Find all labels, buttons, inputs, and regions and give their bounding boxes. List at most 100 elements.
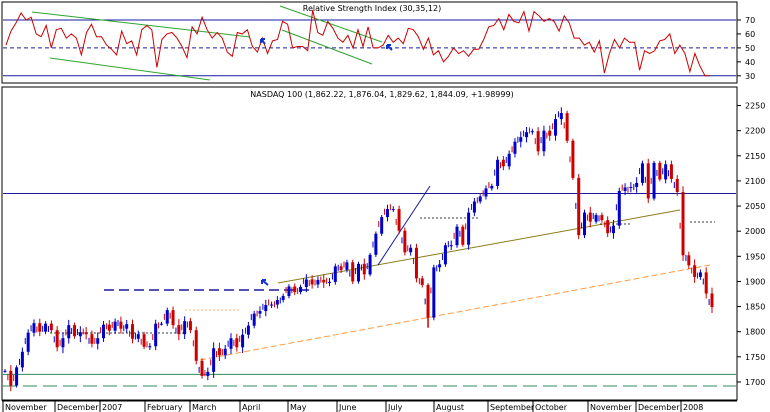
candle-body [600, 215, 604, 221]
candle-body [142, 334, 146, 347]
candle-body [316, 279, 320, 285]
rsi-ytick-label: 40 [745, 58, 755, 67]
candle-body [380, 217, 384, 234]
x-tick-label: November [5, 403, 47, 412]
price-ytick-label: 2200 [745, 127, 765, 136]
candle-body [229, 338, 233, 349]
candle-body [449, 245, 453, 247]
candle-body [687, 255, 691, 266]
candle-body [15, 367, 19, 386]
candle-body [96, 338, 100, 344]
rsi-trendlines [31, 5, 383, 81]
candle-body [420, 278, 424, 285]
candle-body [32, 323, 36, 333]
candle-body [270, 304, 274, 306]
rsi-y-axis: 30 40 50 60 70 [737, 16, 755, 81]
candle-body [49, 323, 53, 331]
candle-body [664, 164, 668, 180]
x-tick-label: February [147, 403, 183, 412]
candle-body [658, 162, 662, 180]
candles [3, 107, 714, 392]
price-ytick-label: 2050 [745, 202, 765, 211]
price-title: NASDAQ 100 (1,862.22, 1,876.04, 1,829.62… [250, 90, 513, 99]
rsi-reference-lines [3, 19, 736, 77]
candle-body [559, 113, 563, 120]
candle-body [525, 132, 529, 138]
rsi-ytick-label: 70 [745, 16, 755, 25]
candle-body [472, 201, 476, 213]
candle-body [409, 247, 413, 253]
candle-body [675, 178, 679, 192]
price-ytick-label: 2000 [745, 227, 765, 236]
candle-body [194, 330, 198, 361]
candle-body [583, 212, 587, 236]
candle-body [710, 293, 714, 308]
candle-body [177, 325, 181, 335]
x-tick-label: March [192, 403, 216, 412]
rsi-plot-frame [1, 1, 738, 84]
candle-body [623, 187, 627, 191]
candle-body [646, 163, 650, 199]
candle-body [299, 286, 303, 292]
candle-body [293, 286, 297, 292]
rsi-arrow-2 [386, 44, 393, 51]
x-tick-label: May [290, 403, 307, 412]
rsi-arrow-1 [260, 38, 266, 45]
candle-body [391, 209, 395, 211]
candle-body [374, 233, 378, 255]
candle-body [467, 212, 471, 245]
rsi-ytick-label: 50 [745, 44, 755, 53]
candle-body [310, 279, 314, 285]
rsi-series-line [5, 10, 710, 77]
candle-body [629, 186, 633, 188]
price-reference-lines [3, 192, 736, 387]
candle-body [154, 323, 158, 347]
candle-body [84, 332, 88, 335]
candle-body [617, 190, 621, 226]
candle-body [594, 215, 598, 222]
candle-body [246, 325, 250, 335]
candle-body [73, 325, 77, 337]
candle-body [241, 334, 245, 348]
candle-body [548, 130, 552, 136]
price-plot-frame [1, 86, 738, 401]
candle-body [693, 265, 697, 277]
x-tick-label: 2008 [683, 403, 703, 412]
candle-body [44, 323, 48, 332]
candle-body [368, 254, 372, 275]
candle-body [61, 338, 65, 348]
candle-body [478, 196, 482, 202]
candle-body [681, 191, 685, 256]
candle-body [403, 230, 407, 253]
candle-body [217, 348, 221, 356]
candle-body [397, 209, 401, 231]
candle-body [264, 305, 268, 312]
candle-body [252, 313, 256, 326]
candle-body [281, 296, 285, 301]
candle-body [438, 264, 442, 268]
candle-body [38, 323, 42, 332]
candle-body [130, 324, 134, 339]
x-tick-label: August [436, 403, 464, 412]
candle-body [339, 266, 343, 270]
x-axis: November December 2007 February March April Ma… [2, 400, 737, 412]
price-ytick-label: 2100 [745, 177, 765, 186]
candle-body [507, 153, 511, 167]
candle-body [235, 338, 239, 348]
candle-body [484, 188, 488, 197]
candle-body [328, 281, 332, 283]
candle-body [119, 321, 123, 329]
rsi-title: Relative Strength Index (30,35,12) [303, 4, 441, 13]
price-ytick-label: 2250 [745, 102, 765, 111]
price-ytick-label: 1750 [745, 353, 765, 362]
candle-body [635, 182, 639, 187]
candle-body [287, 286, 291, 297]
candle-body [443, 245, 447, 265]
candle-body [432, 267, 436, 318]
x-tick-label: October [535, 403, 568, 412]
candle-body [536, 131, 540, 152]
candle-body [490, 185, 494, 189]
channel-line [377, 185, 431, 266]
candle-body [206, 371, 210, 376]
